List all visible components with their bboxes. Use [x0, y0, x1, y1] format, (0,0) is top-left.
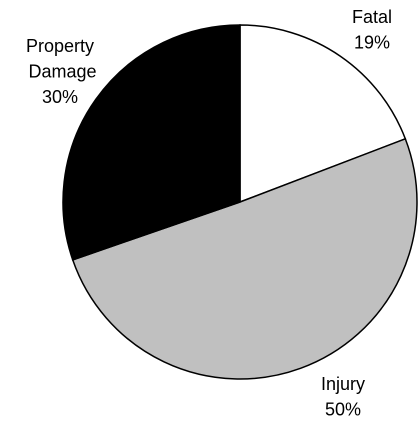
- slice-value-label: 30%: [42, 87, 78, 107]
- slice-label: Injury: [321, 374, 365, 394]
- pie-slice: [239, 24, 407, 204]
- slice-label: Property Damage: [23, 36, 96, 82]
- pie-slice: [62, 24, 241, 261]
- slice-label: Fatal: [352, 7, 392, 27]
- slice-value-label: 19%: [354, 32, 390, 52]
- slice-value-label: 50%: [325, 399, 361, 419]
- pie-slice: [71, 137, 418, 380]
